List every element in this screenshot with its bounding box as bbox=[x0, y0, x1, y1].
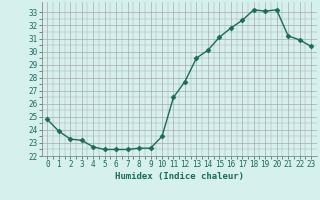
X-axis label: Humidex (Indice chaleur): Humidex (Indice chaleur) bbox=[115, 172, 244, 181]
